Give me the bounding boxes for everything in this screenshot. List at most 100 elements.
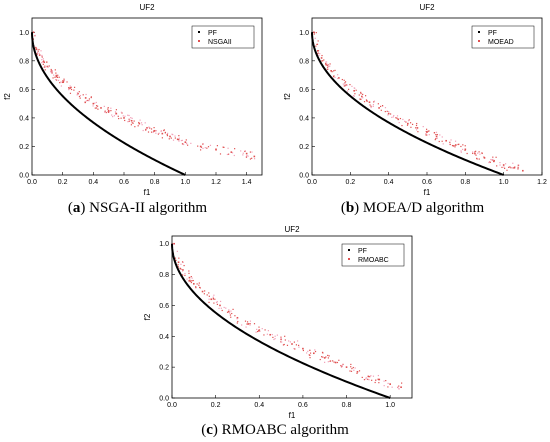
data-point <box>113 115 115 117</box>
data-point <box>189 280 191 282</box>
data-point <box>370 106 372 109</box>
data-point <box>358 370 361 372</box>
data-point <box>401 124 403 127</box>
data-point <box>408 119 410 121</box>
data-point <box>512 167 514 169</box>
data-point <box>340 366 343 368</box>
data-point <box>223 306 225 309</box>
data-point <box>375 379 377 381</box>
data-point <box>381 105 384 107</box>
data-point <box>216 145 218 147</box>
data-point <box>378 378 381 381</box>
data-point <box>208 292 210 294</box>
data-point <box>315 32 317 34</box>
x-tick-label: 0.4 <box>88 179 98 186</box>
data-point <box>202 147 204 150</box>
data-point <box>96 105 99 107</box>
data-point <box>195 286 197 288</box>
data-point <box>131 117 133 119</box>
data-point <box>94 107 96 109</box>
pf-curve <box>31 32 186 176</box>
data-point <box>302 349 305 352</box>
data-point <box>398 385 400 387</box>
data-point <box>514 166 516 168</box>
data-point <box>264 329 266 331</box>
x-tick-label: 0.2 <box>58 179 68 186</box>
data-point <box>348 88 350 90</box>
legend-marker-alg <box>478 40 480 42</box>
data-point <box>78 95 81 98</box>
data-point <box>181 139 183 142</box>
data-point <box>253 155 256 158</box>
data-point <box>122 115 124 117</box>
data-point <box>397 118 400 121</box>
data-point <box>121 112 123 114</box>
y-tick-label: 0.4 <box>19 115 29 122</box>
data-point <box>183 143 185 146</box>
y-tick-label: 0.6 <box>299 87 309 94</box>
data-point <box>233 154 235 157</box>
data-point <box>280 336 282 338</box>
data-point <box>84 101 86 103</box>
data-point <box>377 374 379 377</box>
data-point <box>191 280 193 282</box>
data-point <box>221 309 223 312</box>
data-point <box>114 111 117 113</box>
data-point <box>207 146 210 148</box>
data-point <box>129 119 131 121</box>
data-point <box>95 107 98 109</box>
data-point <box>272 336 274 339</box>
data-point <box>284 335 286 337</box>
data-point <box>341 364 344 366</box>
data-point <box>464 149 466 151</box>
data-point <box>88 98 91 100</box>
data-point <box>104 111 106 113</box>
data-point <box>149 127 151 129</box>
data-point <box>426 134 428 136</box>
data-point <box>246 321 249 323</box>
data-point <box>344 84 346 86</box>
data-point <box>435 135 438 138</box>
data-point <box>244 320 247 322</box>
data-point <box>510 167 512 169</box>
data-point <box>210 298 213 301</box>
data-point <box>213 294 215 296</box>
data-point <box>230 316 232 318</box>
data-point <box>344 85 346 87</box>
data-point <box>452 145 454 147</box>
data-point <box>427 130 429 132</box>
data-point <box>314 350 317 353</box>
legend-marker-alg <box>198 40 200 42</box>
y-tick-label: 0.0 <box>159 396 169 403</box>
data-point <box>489 161 491 163</box>
data-point <box>181 143 184 145</box>
data-point <box>124 115 126 117</box>
data-point <box>416 127 419 129</box>
data-point <box>195 287 197 289</box>
data-point <box>324 361 326 363</box>
data-point <box>488 161 491 163</box>
data-point <box>41 59 43 61</box>
data-point <box>483 156 485 158</box>
data-point <box>360 98 362 100</box>
data-point <box>398 121 400 124</box>
data-point <box>302 347 304 350</box>
data-point <box>281 341 283 343</box>
data-point <box>226 311 229 313</box>
data-point <box>41 55 43 57</box>
chart-svg-moead: UF2 0.0 0.2 0.4 0.6 0.8 1.0 1.2 0.0 0.2 0.4 0.6 0.8 1… <box>283 3 547 197</box>
data-point <box>493 159 495 162</box>
data-point <box>251 151 253 153</box>
caption-letter: b <box>345 200 355 216</box>
y-tick-label: 1.0 <box>299 30 309 37</box>
data-point <box>308 354 310 356</box>
data-point <box>41 54 43 57</box>
data-point <box>79 97 81 99</box>
data-point <box>332 360 334 362</box>
data-point <box>245 152 248 155</box>
data-point <box>158 132 160 134</box>
legend-marker-pf <box>198 31 200 33</box>
legend-label-pf: PF <box>488 30 497 37</box>
data-point <box>309 352 312 354</box>
data-point <box>317 40 319 42</box>
